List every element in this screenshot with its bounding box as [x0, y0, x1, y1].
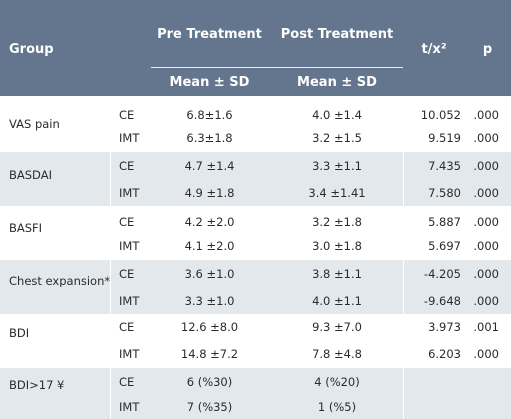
group-label: BASFI: [9, 221, 43, 235]
post-value: 7.8 ±4.8: [312, 347, 362, 361]
p-value: .001: [473, 320, 499, 334]
header-p-value: p: [482, 42, 493, 57]
post-value: 3.3 ±1.1: [312, 159, 362, 173]
t-value: -4.205: [423, 267, 461, 281]
post-value: 3.2 ±1.8: [312, 215, 362, 229]
subgroup-label: IMT: [119, 400, 140, 414]
pre-value: 4.9 ±1.8: [184, 186, 235, 200]
column-divider: [110, 96, 111, 419]
t-value: 3.973: [428, 320, 461, 334]
column-divider: [403, 96, 404, 419]
subgroup-label: IMT: [119, 186, 140, 200]
header-mean-sd-post: Mean ± SD: [297, 75, 377, 90]
group-label: BDI: [9, 326, 30, 340]
subgroup-label: IMT: [119, 239, 140, 253]
header-mean-sd-pre: Mean ± SD: [169, 75, 250, 90]
pre-value: 6 (%30): [186, 375, 233, 389]
pre-value: 6.3±1.8: [186, 131, 233, 145]
table-row: IMT 4.1 ±2.0 3.0 ±1.8 5.697 .000: [0, 232, 511, 259]
p-value: .000: [473, 267, 499, 281]
p-value: .000: [473, 159, 499, 173]
t-value: 7.580: [428, 186, 461, 200]
subgroup-label: IMT: [119, 294, 140, 308]
t-value: 10.052: [420, 108, 461, 122]
table-row: BDI CE 12.6 ±8.0 9.3 ±7.0 3.973 .001: [0, 313, 511, 340]
pre-value: 4.2 ±2.0: [184, 215, 235, 229]
post-value: 4.0 ±1.4: [312, 108, 362, 122]
p-value: .000: [473, 186, 499, 200]
subgroup-label: CE: [119, 215, 135, 229]
t-value: 5.887: [428, 215, 461, 229]
pre-value: 4.1 ±2.0: [184, 239, 235, 253]
p-value: .000: [473, 215, 499, 229]
pre-value: 7 (%35): [186, 400, 233, 414]
pre-value: 3.3 ±1.0: [184, 294, 235, 308]
pre-value: 4.7 ±1.4: [184, 159, 235, 173]
p-value: .000: [473, 131, 499, 145]
header-group: Group: [9, 42, 54, 57]
p-value: .000: [473, 108, 499, 122]
header-t-statistic: t/x²: [421, 42, 447, 57]
group-label: BDI>17 ¥: [9, 378, 65, 392]
t-value: 9.519: [428, 131, 461, 145]
p-value: .000: [473, 239, 499, 253]
pre-value: 6.8±1.6: [186, 108, 233, 122]
t-value: -9.648: [423, 294, 461, 308]
t-value: 7.435: [428, 159, 461, 173]
table-row: VAS pain CE 6.8±1.6 4.0 ±1.4 10.052 .000: [0, 101, 511, 131]
table-header: Group Pre Treatment Post Treatment t/x² …: [0, 0, 511, 96]
post-value: 4 (%20): [314, 375, 360, 389]
subgroup-label: IMT: [119, 131, 140, 145]
t-value: 5.697: [428, 239, 461, 253]
table-row: IMT 7 (%35) 1 (%5): [0, 393, 511, 419]
table-row: BASDAI CE 4.7 ±1.4 3.3 ±1.1 7.435 .000: [0, 151, 511, 182]
table-row: IMT 4.9 ±1.8 3.4 ±1.41 7.580 .000: [0, 179, 511, 206]
post-value: 3.0 ±1.8: [312, 239, 362, 253]
post-value: 3.2 ±1.5: [312, 131, 362, 145]
post-value: 1 (%5): [317, 400, 357, 414]
header-divider: [151, 67, 403, 68]
pre-value: 14.8 ±7.2: [180, 347, 239, 361]
post-value: 3.8 ±1.1: [312, 267, 362, 281]
pre-value: 3.6 ±1.0: [184, 267, 235, 281]
table-row: IMT 6.3±1.8 3.2 ±1.5 9.519 .000: [0, 124, 511, 151]
group-label: BASDAI: [9, 168, 52, 182]
subgroup-label: CE: [119, 159, 135, 173]
header-pre-treatment: Pre Treatment: [157, 27, 262, 42]
post-value: 9.3 ±7.0: [312, 320, 362, 334]
table-row: IMT 3.3 ±1.0 4.0 ±1.1 -9.648 .000: [0, 287, 511, 314]
group-label: VAS pain: [9, 117, 60, 131]
post-value: 4.0 ±1.1: [312, 294, 362, 308]
subgroup-label: IMT: [119, 347, 140, 361]
subgroup-label: CE: [119, 375, 135, 389]
table-row: IMT 14.8 ±7.2 7.8 ±4.8 6.203 .000: [0, 340, 511, 367]
table-row: BASFI CE 4.2 ±2.0 3.2 ±1.8 5.887 .000: [0, 208, 511, 235]
table-row: BDI>17 ¥ CE 6 (%30) 4 (%20): [0, 367, 511, 395]
p-value: .000: [473, 347, 499, 361]
table-row: Chest expansion* CE 3.6 ±1.0 3.8 ±1.1 -4…: [0, 259, 511, 288]
t-value: 6.203: [428, 347, 461, 361]
post-value: 3.4 ±1.41: [308, 186, 366, 200]
subgroup-label: CE: [119, 267, 135, 281]
subgroup-label: CE: [119, 320, 135, 334]
pre-value: 12.6 ±8.0: [180, 320, 239, 334]
group-label: Chest expansion*: [9, 274, 111, 288]
p-value: .000: [473, 294, 499, 308]
header-post-treatment: Post Treatment: [280, 27, 394, 42]
subgroup-label: CE: [119, 108, 135, 122]
